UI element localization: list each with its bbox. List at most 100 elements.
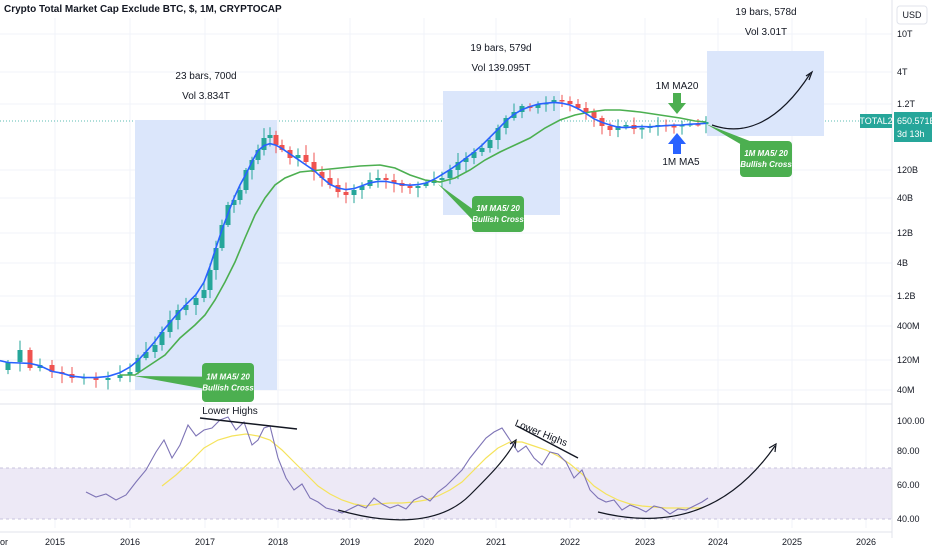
candle-body (671, 126, 677, 128)
currency-button (896, 5, 928, 25)
candle-body (117, 375, 123, 378)
currency-button-label: USD (902, 10, 922, 20)
range-boxes (135, 51, 824, 390)
rsi-line (85, 416, 709, 515)
candle-body (551, 100, 557, 103)
candle-body (17, 350, 23, 362)
box1-vol-label: Vol 3.834T (182, 91, 230, 102)
y-tick-label: 4T (897, 67, 908, 77)
y-tick-label: 120B (897, 165, 918, 175)
candle-body (319, 172, 325, 178)
range-box-2020 (443, 91, 560, 215)
candle-body (303, 155, 309, 162)
candle-body (591, 112, 597, 118)
candle-body (575, 104, 581, 108)
rsi-pane (0, 416, 892, 520)
y-tick-label: 10T (897, 29, 913, 39)
candle-body (503, 118, 509, 128)
candle-body (559, 100, 565, 102)
candle-body (391, 180, 397, 183)
candle-body (567, 101, 573, 104)
rsi-tick-label: 60.00 (897, 480, 920, 490)
x-tick-label: 2015 (45, 537, 65, 547)
candle-body (383, 178, 389, 180)
candle-body (219, 225, 225, 248)
candle-body (201, 290, 207, 298)
price-tag-value-bg (894, 112, 932, 142)
rsi-band (0, 468, 892, 519)
y-tick-label: 1.2B (897, 291, 916, 301)
ma20-label: 1M MA20 (656, 81, 699, 92)
ma5-arrow (668, 133, 686, 154)
candle-body (455, 162, 461, 170)
candle-body (479, 148, 485, 152)
candle-body (639, 128, 645, 130)
callout-2020-line1: 1M MA5/ 20 (476, 204, 520, 213)
candle-body (535, 104, 541, 108)
candle-body (237, 190, 243, 200)
rsi-curve-2023-arrow (768, 442, 777, 453)
chart-title: Crypto Total Market Cap Exclude BTC, $, … (4, 4, 282, 15)
annotations: 23 bars, 700d Vol 3.834T 19 bars, 579d Vol … (134, 7, 814, 521)
callout-2016-line1: 1M MA5/ 20 (206, 373, 250, 382)
candle-body (261, 138, 267, 150)
rsi-curve-2019 (337, 441, 516, 521)
candle-body (415, 186, 421, 188)
callout-2023-box (740, 141, 792, 177)
box3-bars-label: 19 bars, 578d (735, 7, 796, 18)
box2-bars-label: 19 bars, 579d (470, 43, 531, 54)
candle-body (447, 170, 453, 178)
candle-body (159, 332, 165, 345)
candle-body (249, 160, 255, 170)
projection-curve-price (711, 73, 811, 130)
ma5-line (0, 101, 707, 379)
candle-body (5, 362, 11, 370)
x-tick-label: 2025 (782, 537, 802, 547)
price-tag-countdown: 3d 13h (897, 129, 925, 139)
candle-body (152, 345, 158, 352)
callout-2020-pointer (438, 184, 472, 220)
candle-body (623, 125, 629, 127)
candle-body (207, 270, 213, 290)
candle-body (27, 350, 33, 368)
ma5-label: 1M MA5 (662, 157, 700, 168)
candle-body (273, 135, 279, 145)
candle-body (463, 158, 469, 162)
x-tick-label: 2018 (268, 537, 288, 547)
lower-highs-line-2021 (516, 425, 579, 459)
candle-body (359, 186, 365, 190)
x-tick-label: 2019 (340, 537, 360, 547)
candle-body (255, 150, 261, 160)
candle-body (135, 358, 141, 372)
rsi-curve-2023 (597, 445, 776, 519)
range-box-2024 (707, 51, 824, 136)
lower-highs-label-2018: Lower Highs (202, 406, 258, 417)
callout-2023-line1: 1M MA5/ 20 (744, 149, 788, 158)
ma20-arrow (668, 93, 686, 114)
callout-2023-line2: Bullish Cross (740, 160, 792, 169)
callout-2023-pointer (706, 124, 760, 145)
rsi-tick-label: 100.00 (897, 416, 925, 426)
x-tick-label: 2024 (708, 537, 728, 547)
x-tick-label: 2022 (560, 537, 580, 547)
right-axis-bg (892, 0, 932, 550)
projection-arrow-price (805, 70, 814, 81)
box1-bars-label: 23 bars, 700d (175, 71, 236, 82)
candle-body (213, 248, 219, 270)
lower-highs-line-2018 (199, 417, 298, 430)
candle-body (703, 122, 709, 124)
candle-body (311, 162, 317, 172)
price-tag-value: 650.571B (897, 116, 932, 126)
candle-body (487, 140, 493, 148)
candle-body (343, 192, 349, 195)
y-tick-label: 4B (897, 258, 908, 268)
x-tick-label: 2021 (486, 537, 506, 547)
callout-2016-line2: Bullish Cross (202, 384, 254, 393)
candle-body (193, 298, 199, 305)
candle-body (49, 365, 55, 372)
callout-2020-line2: Bullish Cross (472, 215, 524, 224)
box2-vol-label: Vol 139.095T (472, 63, 531, 74)
candle-body (351, 190, 357, 195)
